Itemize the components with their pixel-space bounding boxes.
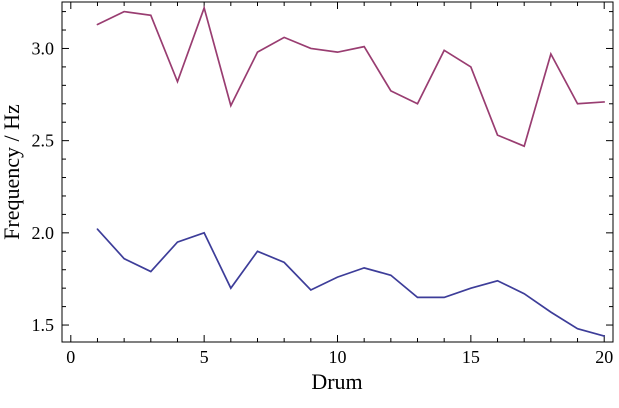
x-tick-label: 20 (595, 347, 613, 367)
x-tick-label: 10 (329, 347, 347, 367)
x-tick-label: 5 (200, 347, 209, 367)
plot-area: 0 5 10 15 20 1.5 2.0 2.5 3.0 (32, 1, 614, 367)
x-tick-label: 15 (462, 347, 480, 367)
y-tick-label: 2.5 (32, 131, 55, 151)
y-tick-label: 3.0 (32, 38, 55, 58)
upper-frequency-series-line (96, 5, 606, 148)
y-axis-label: Frequency / Hz (0, 104, 24, 240)
y-tick-label: 1.5 (32, 315, 55, 335)
x-axis-label: Drum (311, 369, 362, 394)
lower-frequency-series-line (96, 228, 606, 337)
x-tick-label: 0 (66, 347, 75, 367)
y-tick-label: 2.0 (32, 223, 55, 243)
